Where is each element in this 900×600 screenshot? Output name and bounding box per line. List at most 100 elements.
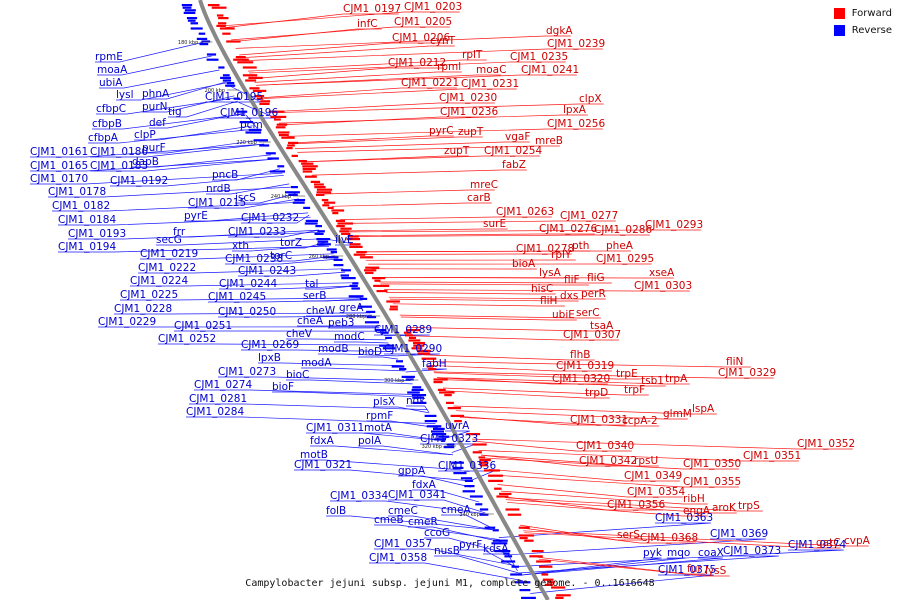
forward-gene-label: CJM1_0368: [640, 532, 698, 544]
forward-gene-label: CJM1_0197: [343, 3, 401, 15]
forward-leader-line: [423, 354, 595, 361]
reverse-gene-label: CJM1_0334: [330, 490, 388, 502]
forward-gene-label: cvpA: [844, 535, 871, 547]
reverse-gene-label: CJM1_0183: [90, 160, 148, 172]
forward-leader-line: [385, 292, 556, 295]
reverse-gene-label: pncB: [212, 169, 238, 181]
forward-gene-block: [252, 89, 267, 92]
reverse-gene-block: [380, 331, 389, 334]
forward-gene-label: CJM1_0354: [627, 486, 685, 498]
tick-label: 300 kbp: [384, 378, 404, 384]
reverse-gene-block: [183, 11, 196, 14]
reverse-leader-line: [88, 128, 255, 144]
forward-leader-line: [280, 116, 496, 126]
forward-gene-block: [218, 22, 227, 25]
forward-gene-label: engA: [683, 505, 711, 517]
reverse-leader-line: [258, 362, 402, 366]
reverse-gene-block: [348, 295, 364, 298]
reverse-leader-line: [194, 389, 419, 395]
reverse-gene-label: cheV: [286, 328, 313, 340]
reverse-gene-label: CJM1_0219: [140, 248, 198, 260]
forward-gene-block: [496, 495, 509, 498]
reverse-leader-line: [310, 445, 454, 456]
reverse-gene-block: [504, 555, 513, 558]
forward-gene-label: CJM1_0286: [594, 224, 652, 236]
reverse-gene-label: CJM1_0161: [30, 146, 88, 158]
forward-gene-block: [409, 336, 416, 339]
reverse-gene-block: [443, 446, 455, 449]
forward-leader-line: [252, 67, 444, 79]
reverse-leader-line: [235, 193, 296, 204]
forward-gene-label: CJM1_0221: [401, 77, 459, 89]
reverse-leader-line: [90, 158, 274, 172]
forward-gene-block: [322, 204, 330, 207]
reverse-leader-line: [149, 112, 245, 129]
forward-leader-line: [232, 28, 382, 43]
forward-gene-label: ribH: [683, 493, 705, 505]
reverse-gene-block: [366, 310, 376, 313]
forward-gene-label: fabZ: [502, 159, 526, 171]
reverse-leader-line: [241, 349, 394, 352]
forward-gene-block: [235, 56, 246, 59]
reverse-leader-line: [219, 285, 354, 290]
forward-gene-block: [256, 97, 264, 100]
reverse-leader-line: [406, 405, 429, 413]
reverse-gene-block: [435, 438, 446, 441]
reverse-gene-label: CJM1_0232: [241, 212, 299, 224]
forward-leader-line: [436, 377, 690, 385]
forward-gene-block: [259, 102, 270, 105]
reverse-gene-block: [333, 264, 344, 267]
reverse-leader-line: [134, 125, 253, 141]
genome-caption: Campylobacter jejuni subsp. jejuni M1, c…: [245, 578, 655, 589]
tick-label: 260 kbp: [309, 254, 329, 260]
forward-gene-block: [548, 581, 555, 584]
forward-leader-line: [254, 71, 462, 83]
legend-forward: Forward: [833, 8, 892, 19]
reverse-gene-block: [469, 495, 483, 498]
reverse-gene-label: CJM1_0363: [655, 512, 713, 524]
reverse-gene-block: [452, 466, 464, 469]
forward-leader-line: [248, 59, 487, 72]
forward-gene-block: [389, 308, 398, 311]
forward-gene-label: CJM1_0276: [539, 223, 597, 235]
reverse-leader-line: [364, 432, 446, 442]
reverse-gene-block: [294, 199, 306, 202]
forward-leader-line: [256, 74, 501, 86]
forward-gene-label: CJM1_0350: [683, 458, 741, 470]
reverse-gene-block: [405, 378, 414, 381]
reverse-leader-line: [306, 314, 372, 317]
reverse-gene-label: CJM1_0369: [710, 528, 768, 540]
forward-gene-label: dgkA: [546, 25, 573, 37]
reverse-gene-label: folB: [326, 505, 346, 517]
reverse-leader-line: [142, 81, 227, 100]
forward-gene-labels: CJM1_0197 CJM1_0203 infC CJM1_0205 CJM1_0206…: [343, 1, 871, 577]
reverse-leader-line: [158, 343, 390, 346]
reverse-gene-label: tig: [168, 106, 182, 118]
reverse-gene-label: cmeA: [441, 504, 471, 516]
forward-gene-label: moaC: [476, 64, 506, 76]
reverse-gene-label: CJM1_0222: [138, 262, 196, 274]
forward-gene-label: lysS: [705, 565, 727, 577]
forward-gene-block: [555, 596, 564, 599]
legend-reverse-label: Reverse: [851, 25, 892, 36]
reverse-leader-line: [99, 69, 220, 89]
reverse-gene-block: [464, 485, 475, 488]
forward-gene-block: [275, 126, 286, 129]
reverse-gene-block: [351, 287, 360, 290]
reverse-gene-label: serB: [303, 290, 326, 302]
reverse-gene-label: CJM1_0375: [658, 564, 716, 576]
forward-gene-block: [488, 474, 503, 477]
reverse-leader-line: [142, 139, 262, 154]
reverse-leader-line: [156, 238, 325, 246]
reverse-gene-block: [181, 4, 193, 7]
forward-swatch: [833, 8, 845, 19]
forward-gene-block: [219, 27, 235, 30]
reverse-leader-line: [318, 353, 397, 357]
reverse-leader-line: [270, 255, 336, 262]
reverse-gene-label: cheA: [297, 315, 324, 327]
reverse-gene-block: [426, 425, 442, 428]
tick-label: 320 kbp: [422, 444, 442, 450]
legend-forward-label: Forward: [851, 8, 892, 19]
reverse-gene-block: [379, 344, 395, 347]
